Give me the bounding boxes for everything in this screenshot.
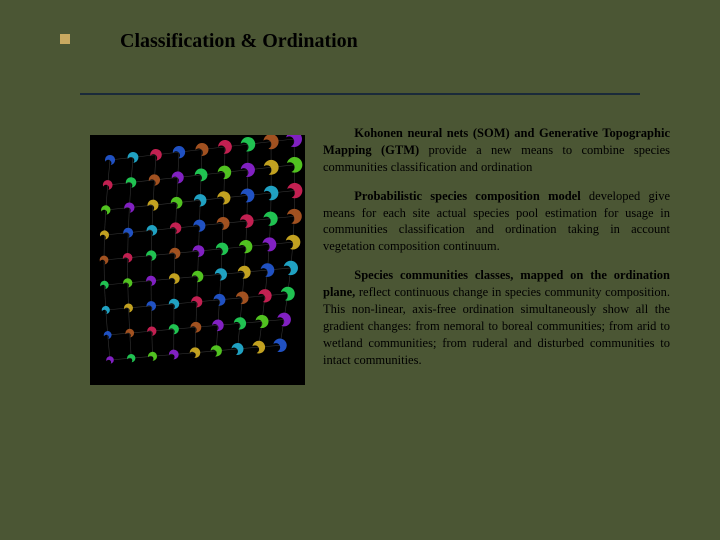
content-row: Kohonen neural nets (SOM) and Generative…: [90, 125, 670, 385]
paragraph-2-lead: Probabilistic species composition model: [354, 189, 580, 203]
paragraph-2: Probabilistic species composition model …: [323, 188, 670, 256]
slide-title: Classification & Ordination: [120, 30, 670, 53]
paragraph-1: Kohonen neural nets (SOM) and Generative…: [323, 125, 670, 176]
text-column: Kohonen neural nets (SOM) and Generative…: [323, 125, 670, 380]
paragraph-3: Species communities classes, mapped on t…: [323, 267, 670, 368]
som-figure: [90, 135, 305, 385]
paragraph-3-rest: reflect continuous change in species com…: [323, 285, 670, 367]
slide-container: Classification & Ordination Kohonen neur…: [0, 0, 720, 540]
divider-line: [80, 93, 640, 95]
title-bullet: [60, 34, 70, 44]
